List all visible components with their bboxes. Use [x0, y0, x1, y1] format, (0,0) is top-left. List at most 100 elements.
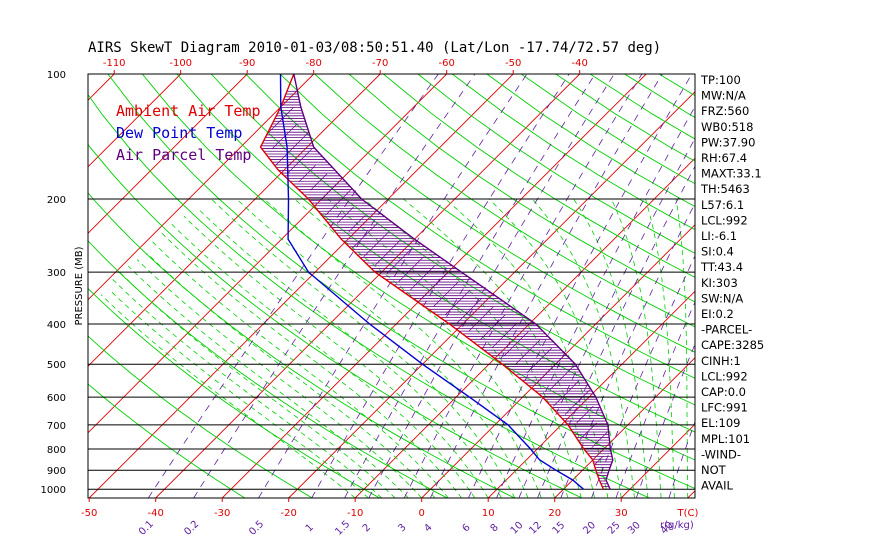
cape-hatch-line	[371, 239, 381, 249]
index-label: LFC:991	[701, 401, 748, 415]
dry-adiabat-line	[279, 74, 695, 353]
cape-hatch-line	[599, 430, 609, 440]
cape-hatch-line	[564, 405, 574, 415]
moist-adiabat-line	[611, 198, 662, 498]
cape-hatch-line	[295, 156, 305, 166]
bottom-temp-tick-label: 20	[548, 508, 561, 519]
cape-hatch-line	[438, 273, 448, 282]
cape-hatch-line	[395, 256, 404, 266]
mixing-ratio-unit: r(g/kg)	[660, 520, 694, 531]
moist-adiabat-line	[108, 289, 369, 498]
isotherm-line	[487, 290, 695, 498]
index-label: KI:303	[701, 276, 738, 290]
index-label: MPL:101	[701, 432, 750, 446]
cape-hatch-line	[341, 190, 351, 199]
mixing-ratio-label: 12	[527, 520, 544, 537]
series-line-air-parcel-temp	[293, 74, 614, 490]
top-temp-tick-label: -40	[572, 58, 588, 69]
cape-hatch-line	[268, 123, 278, 133]
mixing-ratio-label: 30	[626, 520, 643, 537]
cape-hatch-line	[383, 248, 393, 257]
cape-hatch-line	[549, 381, 559, 390]
moist-adiabat-line	[100, 294, 356, 498]
plot-lines	[88, 74, 695, 498]
moist-adiabat-line	[532, 198, 635, 498]
cape-hatch-line	[276, 115, 286, 125]
index-label: -PARCEL-	[701, 323, 752, 337]
cape-hatch-line	[415, 256, 424, 266]
cape-hatch-line	[456, 314, 466, 324]
series-line-ambient-air-temp	[259, 74, 605, 490]
cape-hatch-line	[488, 322, 498, 332]
cape-hatch-line	[561, 389, 571, 399]
mixing-ratio-label: 0.2	[182, 519, 201, 538]
cape-hatch-line	[591, 439, 601, 448]
cape-hatch-line	[285, 107, 294, 116]
dry-adiabat-line	[88, 287, 381, 498]
cape-hatch-line	[594, 455, 604, 465]
cape-hatch-line	[566, 364, 576, 374]
index-label: LCL:992	[701, 213, 748, 227]
index-label: FRZ:560	[701, 104, 749, 118]
index-label: EL:109	[701, 416, 741, 430]
moist-adiabat-line	[445, 198, 609, 498]
top-temp-tick-label: -70	[372, 58, 388, 69]
cape-hatch-line	[584, 405, 594, 415]
moist-adiabat-line	[119, 271, 396, 498]
top-temp-tick-label: -110	[103, 58, 126, 69]
mixing-ratio-label: 8	[489, 522, 501, 534]
dry-adiabat-line	[314, 74, 695, 328]
isotherm-line	[88, 74, 381, 367]
pressure-tick-label: 700	[47, 421, 66, 432]
isotherm-line	[88, 74, 448, 434]
index-label: TP:100	[700, 73, 741, 87]
cape-hatch-line	[531, 339, 541, 349]
top-temp-tick-label: -80	[306, 58, 322, 69]
pressure-tick-label: 900	[47, 466, 66, 477]
mixing-ratio-label: 10	[509, 520, 526, 537]
index-label: LCL:992	[701, 369, 748, 383]
series-line-dew-point-temp	[279, 74, 584, 490]
isotherm-line	[88, 74, 514, 498]
index-label: LI:-6.1	[701, 229, 737, 243]
cape-hatch-line	[588, 422, 597, 432]
index-label: -WIND-	[701, 447, 741, 461]
cape-hatch-line	[318, 173, 328, 183]
cape-hatch-line	[421, 289, 431, 299]
bottom-temp-tick-label: -20	[281, 508, 297, 519]
moist-adiabat-line	[236, 198, 529, 498]
cape-hatch-line	[554, 356, 564, 365]
y-axis-title: PRESSURE (MB)	[74, 246, 85, 325]
dry-adiabat-line	[88, 240, 448, 498]
dry-adiabat-line	[88, 335, 313, 498]
moist-adiabat-line	[149, 238, 449, 498]
dry-adiabat-line	[348, 74, 695, 303]
dry-adiabat-line	[107, 74, 695, 490]
pressure-tick-label: 300	[47, 268, 66, 279]
mixing-ratio-line	[635, 343, 695, 498]
bottom-temp-tick-label: 10	[482, 508, 495, 519]
dry-adiabat-line	[88, 143, 583, 498]
dry-adiabat-line	[452, 74, 695, 231]
cape-hatch-line	[300, 131, 309, 141]
dry-adiabat-line	[210, 74, 695, 406]
cape-hatch-line	[508, 322, 518, 332]
mixing-ratio-line	[615, 301, 695, 498]
mixing-ratio-label: 3	[396, 522, 408, 534]
isotherm-line	[88, 74, 315, 301]
legend-entry: Air Parcel Temp	[116, 146, 251, 164]
pressure-tick-label: 400	[47, 320, 66, 331]
cape-hatch-line	[356, 214, 366, 224]
top-temp-tick-label: -60	[439, 58, 455, 69]
index-label: MAXT:33.1	[701, 167, 762, 181]
cape-hatch-line	[464, 306, 474, 316]
mixing-ratio-line	[403, 74, 643, 498]
cape-hatch-line	[330, 181, 339, 191]
mixing-ratio-label: 15	[551, 520, 568, 537]
mixing-ratio-line	[344, 74, 596, 498]
cape-hatch-line	[496, 314, 506, 324]
mixing-ratio-label: 20	[581, 520, 598, 537]
cape-hatch-line	[403, 248, 413, 257]
cape-hatch-line	[534, 356, 544, 365]
legend-entry: Ambient Air Temp	[116, 102, 261, 120]
